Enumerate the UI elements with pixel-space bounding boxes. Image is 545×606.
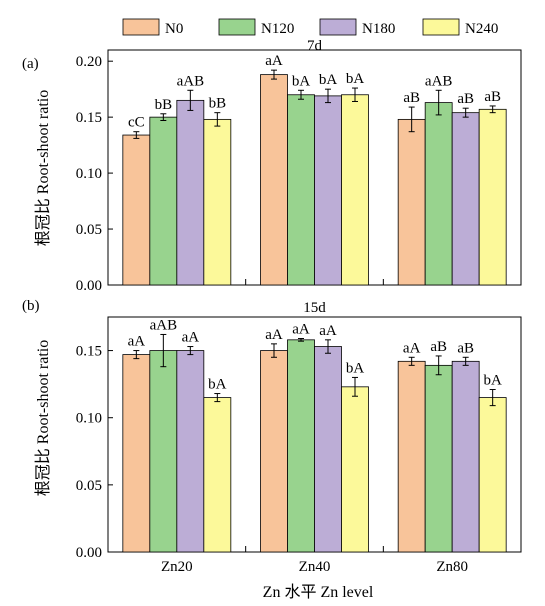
y-tick-label: 0.20	[76, 54, 102, 70]
significance-label: bA	[346, 71, 365, 87]
bar-n180-zn40	[314, 95, 342, 286]
panel-2: (b) 15d 根冠比 Root-shoot ratio 0.00 0.05 0.10 0.…	[22, 298, 522, 575]
bar-n240-zn40	[341, 386, 369, 553]
x-tick-label-zn80: Zn80	[436, 559, 468, 575]
panel-label: (a)	[22, 56, 39, 72]
y-tick-label: 0.10	[76, 411, 102, 427]
bar-n180-zn80	[451, 360, 480, 553]
y-axis-label: 根冠比 Root-shoot ratio	[34, 90, 52, 246]
bar-n180-zn20	[176, 99, 205, 286]
y-tick-label: 0.15	[76, 110, 102, 126]
bar-n120-zn40	[287, 339, 315, 553]
significance-label: aB	[430, 339, 447, 355]
y-axis-label: 根冠比 Root-shoot ratio	[34, 340, 52, 496]
bar-n120-zn80	[424, 102, 453, 286]
significance-label: aA	[265, 53, 283, 69]
legend-swatch-n0	[122, 18, 160, 36]
x-axis-label: Zn 水平 Zn level	[263, 583, 374, 601]
legend: N0 N120 N180 N240	[122, 18, 498, 37]
significance-label: bB	[209, 96, 227, 112]
panel-label: (b)	[22, 298, 40, 314]
y-tick-label: 0.00	[76, 545, 102, 561]
legend-swatch-n120	[218, 18, 256, 36]
legend-label-n180: N180	[362, 21, 395, 37]
significance-label: bA	[292, 73, 311, 89]
significance-label: aB	[403, 90, 420, 106]
significance-label: bA	[208, 377, 227, 393]
bar-n120-zn20	[149, 350, 178, 553]
y-tick-label: 0.10	[76, 166, 102, 182]
significance-label: aA	[182, 330, 200, 346]
bar-n0-zn40	[260, 74, 288, 286]
significance-label: aAB	[177, 73, 205, 89]
bar-n0-zn20	[122, 354, 151, 553]
panel-1: (a) 7d 根冠比 Root-shoot ratio 0.00 0.05 0.10 0.1…	[22, 38, 522, 294]
significance-label: aB	[484, 89, 501, 105]
legend-swatch-n180	[319, 18, 357, 36]
x-tick-label-zn20: Zn20	[161, 559, 193, 575]
significance-label: aA	[265, 327, 283, 343]
x-tick-label-zn40: Zn40	[299, 559, 331, 575]
y-tick-label: 0.05	[76, 222, 102, 238]
bar-n240-zn20	[203, 397, 232, 553]
bar-n0-zn80	[397, 360, 426, 553]
significance-label: aB	[457, 91, 474, 107]
significance-label: aA	[292, 321, 310, 337]
significance-label: aAB	[425, 73, 453, 89]
bar-n240-zn20	[203, 118, 232, 286]
significance-label: bA	[483, 373, 502, 389]
y-tick-label: 0.00	[76, 278, 102, 294]
significance-label: bA	[346, 360, 365, 376]
significance-label: aA	[403, 340, 421, 356]
panel-title: 15d	[303, 300, 326, 316]
significance-label: aB	[457, 340, 474, 356]
significance-label: cC	[128, 115, 145, 131]
significance-label: aA	[128, 334, 146, 350]
significance-label: aAB	[150, 317, 178, 333]
legend-label-n240: N240	[465, 21, 498, 37]
y-tick-label: 0.15	[76, 344, 102, 360]
significance-label: aA	[319, 323, 337, 339]
significance-label: bA	[319, 72, 338, 88]
bar-n120-zn80	[424, 364, 453, 553]
bar-n240-zn80	[478, 397, 507, 553]
panels: (a) 7d 根冠比 Root-shoot ratio 0.00 0.05 0.10 0.1…	[22, 38, 522, 575]
bar-n120-zn20	[149, 116, 178, 286]
bar-n0-zn20	[122, 134, 151, 286]
legend-label-n0: N0	[165, 21, 183, 37]
bar-n240-zn80	[478, 108, 507, 286]
legend-label-n120: N120	[261, 21, 294, 37]
significance-label: bB	[155, 97, 173, 113]
bar-n0-zn40	[260, 350, 288, 553]
bar-n180-zn20	[176, 350, 205, 553]
bar-n180-zn40	[314, 346, 342, 553]
y-tick-label: 0.05	[76, 478, 102, 494]
bar-n240-zn40	[341, 94, 369, 286]
legend-swatch-n240	[422, 18, 460, 36]
bar-n120-zn40	[287, 94, 315, 286]
panel-title: 7d	[307, 38, 323, 54]
bar-n0-zn80	[397, 118, 426, 286]
bar-n180-zn80	[451, 112, 480, 286]
